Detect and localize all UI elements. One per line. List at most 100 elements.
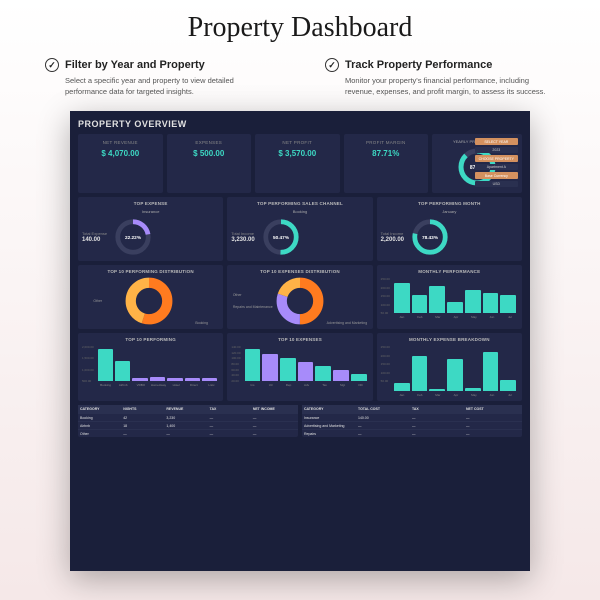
table-header: CATEGORYTOTAL COSTTAXNET COST bbox=[302, 405, 522, 413]
top-perf-panel: TOP 10 PERFORMING 2,000.001,500.001,000.… bbox=[78, 333, 223, 401]
metric-value: 2,200.00 bbox=[381, 237, 404, 243]
top-exp-panel: TOP 10 EXPENSES 140.00120.00100.0080.006… bbox=[227, 333, 372, 401]
row-3: TOP 10 PERFORMING DISTRIBUTION Other Boo… bbox=[78, 265, 522, 329]
check-icon: ✓ bbox=[325, 58, 339, 72]
table-body: Booking423,230——Airbnb181,400——Other———— bbox=[78, 413, 298, 437]
top-expense-panel: TOP EXPENSE Insurance Total Expense 140.… bbox=[78, 197, 223, 261]
table-row: Advertising and Marketing——— bbox=[302, 421, 522, 429]
metric-value: 3,230.00 bbox=[231, 237, 254, 243]
perf-pie bbox=[125, 277, 173, 325]
kpi-row: NET REVENUE $ 4,070.00 EXPENSES $ 500.00… bbox=[78, 134, 522, 193]
kpi-value: $ 500.00 bbox=[171, 149, 248, 158]
feature-desc: Monitor your property's financial perfor… bbox=[325, 76, 555, 97]
panel-header: TOP 10 PERFORMING bbox=[82, 337, 219, 342]
monthly-exp-panel: MONTHLY EXPENSE BREAKDOWN 250.00200.0015… bbox=[377, 333, 522, 401]
bar-labels: BookingAirbnbVRBOHomeAwayHotelDirectList… bbox=[96, 383, 220, 387]
row-2: TOP EXPENSE Insurance Total Expense 140.… bbox=[78, 197, 522, 261]
expense-table: CATEGORYTOTAL COSTTAXNET COST Insurance1… bbox=[302, 405, 522, 437]
check-icon: ✓ bbox=[45, 58, 59, 72]
choose-property-button[interactable]: CHOOSE PROPERTY bbox=[475, 155, 518, 162]
table-row: Airbnb181,400—— bbox=[78, 421, 298, 429]
feature-title: Track Property Performance bbox=[345, 59, 492, 71]
metric-label: Total Income bbox=[381, 231, 404, 236]
legend-item: Other bbox=[93, 299, 102, 303]
bar-labels: JanFebMarAprMayJunJul bbox=[392, 315, 518, 319]
currency-value: USD bbox=[475, 181, 518, 187]
kpi-profit-margin: PROFIT MARGIN 87.71% bbox=[344, 134, 429, 193]
feature-track: ✓ Track Property Performance Monitor you… bbox=[325, 58, 555, 97]
panel-header: TOP 10 EXPENSES DISTRIBUTION bbox=[231, 269, 368, 274]
year-value: 2023 bbox=[475, 147, 518, 153]
select-year-button[interactable]: SELECT YEAR bbox=[475, 138, 518, 145]
bar-chart bbox=[243, 345, 369, 383]
exp-pie bbox=[276, 277, 324, 325]
feature-title: Filter by Year and Property bbox=[65, 59, 205, 71]
table-row: Insurance140.00—— bbox=[302, 413, 522, 421]
table-row: Repairs——— bbox=[302, 429, 522, 437]
base-currency-button[interactable]: Base Currency bbox=[475, 172, 518, 179]
channel-donut: 50.47% bbox=[261, 217, 301, 257]
table-row: Other———— bbox=[78, 429, 298, 437]
legend-item: Repairs and Maintenance bbox=[233, 305, 273, 309]
kpi-label: EXPENSES bbox=[171, 140, 248, 145]
bar-chart bbox=[392, 277, 518, 315]
yearly-target-panel: YEARLY PROFIT TARGET 87.7% SELECT YEAR 2… bbox=[432, 134, 522, 193]
table-body: Insurance140.00——Advertising and Marketi… bbox=[302, 413, 522, 437]
legend-item: Advertising and Marketing bbox=[327, 321, 367, 325]
bar-chart bbox=[96, 345, 220, 383]
bar-labels: JanFebMarAprMayJunJul bbox=[392, 393, 518, 397]
y-axis: 250.00200.00150.00100.0050.00 bbox=[381, 277, 392, 315]
tables-row: CATEGORYNIGHTSREVENUETAXNET INCOME Booki… bbox=[78, 405, 522, 437]
bar-labels: InsUtlRepAdvTaxMgtOth bbox=[243, 383, 369, 387]
row-4: TOP 10 PERFORMING 2,000.001,500.001,000.… bbox=[78, 333, 522, 401]
expense-donut: 22.22% bbox=[113, 217, 153, 257]
dashboard: PROPERTY OVERVIEW NET REVENUE $ 4,070.00… bbox=[70, 111, 530, 571]
panel-header: TOP PERFORMING SALES CHANNEL bbox=[231, 201, 368, 206]
bar-chart bbox=[392, 345, 518, 393]
svg-text:50.47%: 50.47% bbox=[273, 235, 290, 241]
kpi-value: 87.71% bbox=[348, 149, 425, 158]
legend-item: Other bbox=[233, 293, 273, 297]
kpi-label: NET REVENUE bbox=[82, 140, 159, 145]
feature-filter: ✓ Filter by Year and Property Select a s… bbox=[45, 58, 275, 97]
property-value: Apartment A bbox=[475, 164, 518, 170]
month-donut: 78.43% bbox=[410, 217, 450, 257]
svg-text:78.43%: 78.43% bbox=[422, 235, 439, 241]
table-header: CATEGORYNIGHTSREVENUETAXNET INCOME bbox=[78, 405, 298, 413]
exp-dist-panel: TOP 10 EXPENSES DISTRIBUTION Other Repai… bbox=[227, 265, 372, 329]
panel-header: TOP PERFORMING MONTH bbox=[381, 201, 518, 206]
panel-header: TOP EXPENSE bbox=[82, 201, 219, 206]
dashboard-title: PROPERTY OVERVIEW bbox=[78, 119, 522, 129]
kpi-value: $ 3,570.00 bbox=[259, 149, 336, 158]
metric-value: 140.00 bbox=[82, 237, 107, 243]
top-month-panel: TOP PERFORMING MONTH January Total Incom… bbox=[377, 197, 522, 261]
y-axis: 140.00120.00100.0080.0060.0040.0020.00 bbox=[231, 345, 242, 383]
features-row: ✓ Filter by Year and Property Select a s… bbox=[0, 58, 600, 111]
panel-header: MONTHLY EXPENSE BREAKDOWN bbox=[381, 337, 518, 342]
y-axis: 250.00200.00150.00100.0050.00 bbox=[381, 345, 392, 383]
perf-dist-panel: TOP 10 PERFORMING DISTRIBUTION Other Boo… bbox=[78, 265, 223, 329]
y-axis: 2,000.001,500.001,000.00500.00 bbox=[82, 345, 96, 383]
page-title: Property Dashboard bbox=[0, 0, 600, 58]
panel-header: MONTHLY PERFORMANCE bbox=[381, 269, 518, 274]
kpi-value: $ 4,070.00 bbox=[82, 149, 159, 158]
panel-header: TOP 10 EXPENSES bbox=[231, 337, 368, 342]
kpi-expenses: EXPENSES $ 500.00 bbox=[167, 134, 252, 193]
income-table: CATEGORYNIGHTSREVENUETAXNET INCOME Booki… bbox=[78, 405, 298, 437]
table-row: Booking423,230—— bbox=[78, 413, 298, 421]
kpi-net-profit: NET PROFIT $ 3,570.00 bbox=[255, 134, 340, 193]
feature-desc: Select a specific year and property to v… bbox=[45, 76, 275, 97]
top-channel-panel: TOP PERFORMING SALES CHANNEL Booking Tot… bbox=[227, 197, 372, 261]
kpi-label: PROFIT MARGIN bbox=[348, 140, 425, 145]
panel-header: TOP 10 PERFORMING DISTRIBUTION bbox=[82, 269, 219, 274]
metric-label: Total Expense bbox=[82, 231, 107, 236]
kpi-label: NET PROFIT bbox=[259, 140, 336, 145]
panel-sublabel: Insurance bbox=[82, 209, 219, 214]
legend-item: Booking bbox=[195, 321, 208, 325]
panel-sublabel: Booking bbox=[231, 209, 368, 214]
metric-label: Total Income bbox=[231, 231, 254, 236]
kpi-net-revenue: NET REVENUE $ 4,070.00 bbox=[78, 134, 163, 193]
panel-sublabel: January bbox=[381, 209, 518, 214]
svg-text:22.22%: 22.22% bbox=[125, 235, 142, 241]
monthly-rev-panel: MONTHLY PERFORMANCE 250.00200.00150.0010… bbox=[377, 265, 522, 329]
